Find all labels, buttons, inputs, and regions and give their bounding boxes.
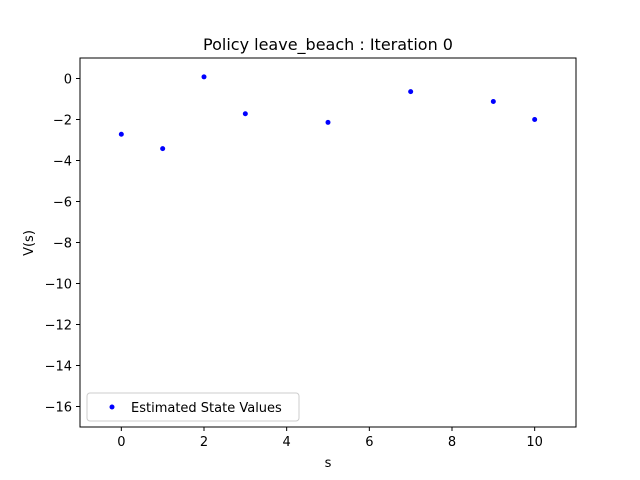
- data-point: [325, 119, 331, 125]
- legend-box: [86, 392, 300, 422]
- y-tick-label: −2: [53, 114, 72, 129]
- y-tick-label: −6: [53, 196, 72, 211]
- x-tick-label: 4: [283, 435, 291, 450]
- data-point: [242, 111, 248, 117]
- data-point: [118, 131, 124, 137]
- x-tick-label: 2: [200, 435, 208, 450]
- legend: Estimated State Values: [86, 392, 300, 422]
- y-tick-label: −10: [45, 278, 72, 293]
- x-tick-label: 10: [526, 435, 543, 450]
- data-point: [201, 74, 207, 80]
- y-axis-label: V(s): [22, 230, 37, 256]
- legend-marker: [109, 404, 115, 410]
- data-points: [118, 74, 538, 152]
- data-point: [408, 89, 414, 95]
- x-tick-label: 6: [365, 435, 373, 450]
- y-tick-label: −12: [45, 319, 72, 334]
- y-tick-label: −16: [45, 401, 72, 416]
- x-axis-label: s: [325, 456, 332, 471]
- x-tick-label: 0: [117, 435, 125, 450]
- y-tick-label: −4: [53, 155, 72, 170]
- x-tick-label: 8: [448, 435, 456, 450]
- data-point: [532, 117, 538, 122]
- legend-label: Estimated State Values: [131, 401, 282, 416]
- y-tick-label: 0: [64, 73, 72, 88]
- y-tick-label: −14: [45, 360, 72, 375]
- data-point: [490, 98, 496, 104]
- data-point: [160, 146, 166, 152]
- chart-title: Policy leave_beach : Iteration 0: [203, 35, 453, 55]
- y-tick-label: −8: [53, 237, 72, 252]
- y-axis: 0 −2 −4 −6 −8 −10 −12 −14 −16: [45, 73, 80, 416]
- x-axis: 0 2 4 6 8 10: [117, 427, 543, 450]
